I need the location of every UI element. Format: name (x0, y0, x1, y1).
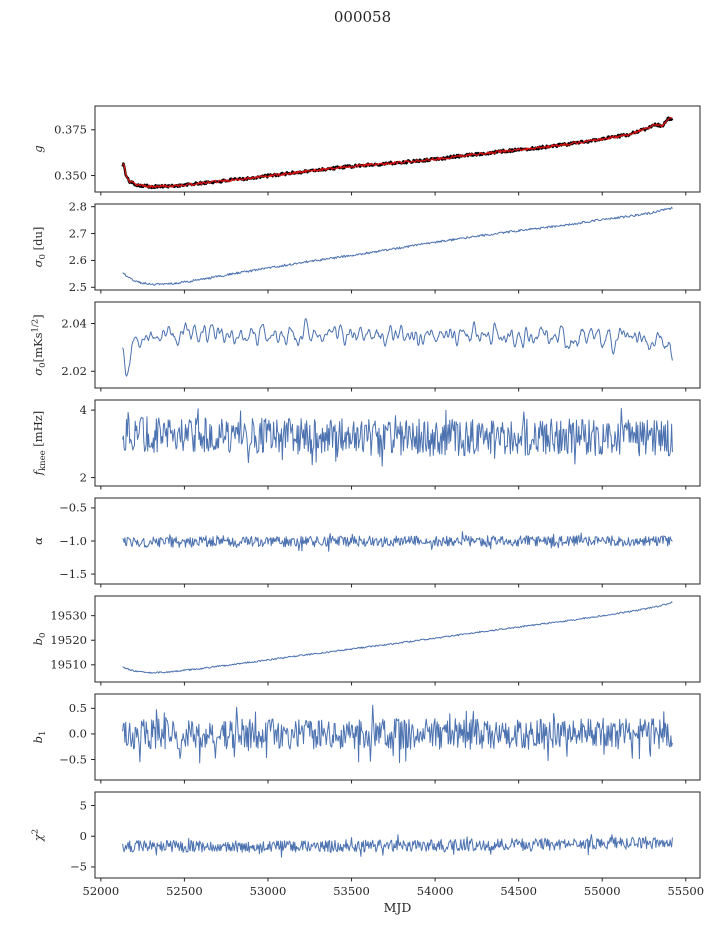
ytick-label: 2.02 (61, 364, 87, 378)
ylabel-alpha: α (31, 537, 45, 545)
axes-frame (94, 203, 701, 291)
xtick-label: 53500 (333, 884, 370, 898)
panel-chi2: 5 0 −5 52000 52500 53000 53500 54000 54500 55000 5… (31, 791, 704, 898)
series-alpha (122, 531, 673, 552)
ytick-label: 2.8 (69, 199, 87, 213)
xtick-label: 54000 (417, 884, 454, 898)
ytick-label: 2 (80, 470, 87, 484)
ylabel-b0: b0 (31, 633, 48, 646)
ytick-label: 0.375 (54, 123, 87, 137)
ytick-label: −0.5 (59, 752, 87, 766)
ytick-label: −5 (70, 860, 87, 874)
ylabel-b1: b1 (31, 731, 48, 744)
panel-alpha: −0.5 −1.0 −1.5 α (31, 497, 701, 588)
panel-f-knee: 4 2 fknee [mHz] (31, 399, 701, 490)
axes-frame (94, 301, 701, 389)
ytick-label: −0.5 (59, 501, 87, 515)
axes-frame (94, 595, 701, 683)
series-sigma0-mk (122, 318, 673, 377)
ytick-label: 19520 (50, 633, 87, 647)
ylabel-f-knee: fknee [mHz] (31, 411, 48, 477)
xtick-label: 55000 (584, 884, 621, 898)
ytick-label: 5 (80, 798, 87, 812)
series-f-knee (122, 407, 673, 467)
xaxis-label: MJD (384, 900, 412, 915)
ytick-label: 19510 (50, 658, 87, 672)
ylabel-sigma0-du: σ0 [du] (31, 227, 48, 268)
ytick-label: 0 (80, 829, 87, 843)
xtick-label: 52500 (166, 884, 203, 898)
ytick-label: 19530 (50, 608, 87, 622)
axes-frame (94, 105, 701, 193)
ytick-label: −1.5 (59, 567, 87, 581)
xtick-label: 55500 (667, 884, 704, 898)
ytick-label: 0.5 (69, 701, 87, 715)
ytick-label: 2.5 (69, 280, 87, 294)
axes-frame (94, 791, 701, 879)
panel-sigma0-du: 2.8 2.7 2.6 2.5 σ0 [du] (31, 199, 701, 294)
panel-g: 0.375 0.350 g (31, 105, 701, 196)
ytick-label: 2.04 (61, 316, 87, 330)
panel-sigma0-mk: 2.04 2.02 σ0[mKs1/2] (31, 301, 701, 392)
axes-frame (94, 693, 701, 781)
ytick-label: 0.0 (69, 727, 87, 741)
xtick-label: 53000 (250, 884, 287, 898)
ylabel-sigma0-mk: σ0[mKs1/2] (31, 314, 49, 375)
ylabel-g: g (31, 145, 45, 152)
ytick-label: 2.7 (69, 226, 87, 240)
ytick-label: 2.6 (69, 253, 87, 267)
ylabel-chi2: χ2 (31, 829, 46, 842)
xtick-label: 52000 (83, 884, 120, 898)
xtick-label: 54500 (500, 884, 537, 898)
figure-title: 000058 (333, 8, 392, 26)
series-b1 (122, 704, 673, 764)
panel-b1: 0.5 0.0 −0.5 b1 (31, 693, 701, 784)
ytick-label: 4 (80, 403, 87, 417)
series-sigma0-du (122, 206, 673, 286)
ytick-label: 0.350 (54, 168, 87, 182)
series-g-underlay-black (121, 116, 674, 190)
series-b0 (122, 601, 673, 674)
axes-frame (94, 399, 701, 487)
ytick-label: −1.0 (59, 534, 87, 548)
series-chi2 (122, 834, 673, 858)
series-g-overlay-red (122, 116, 673, 189)
